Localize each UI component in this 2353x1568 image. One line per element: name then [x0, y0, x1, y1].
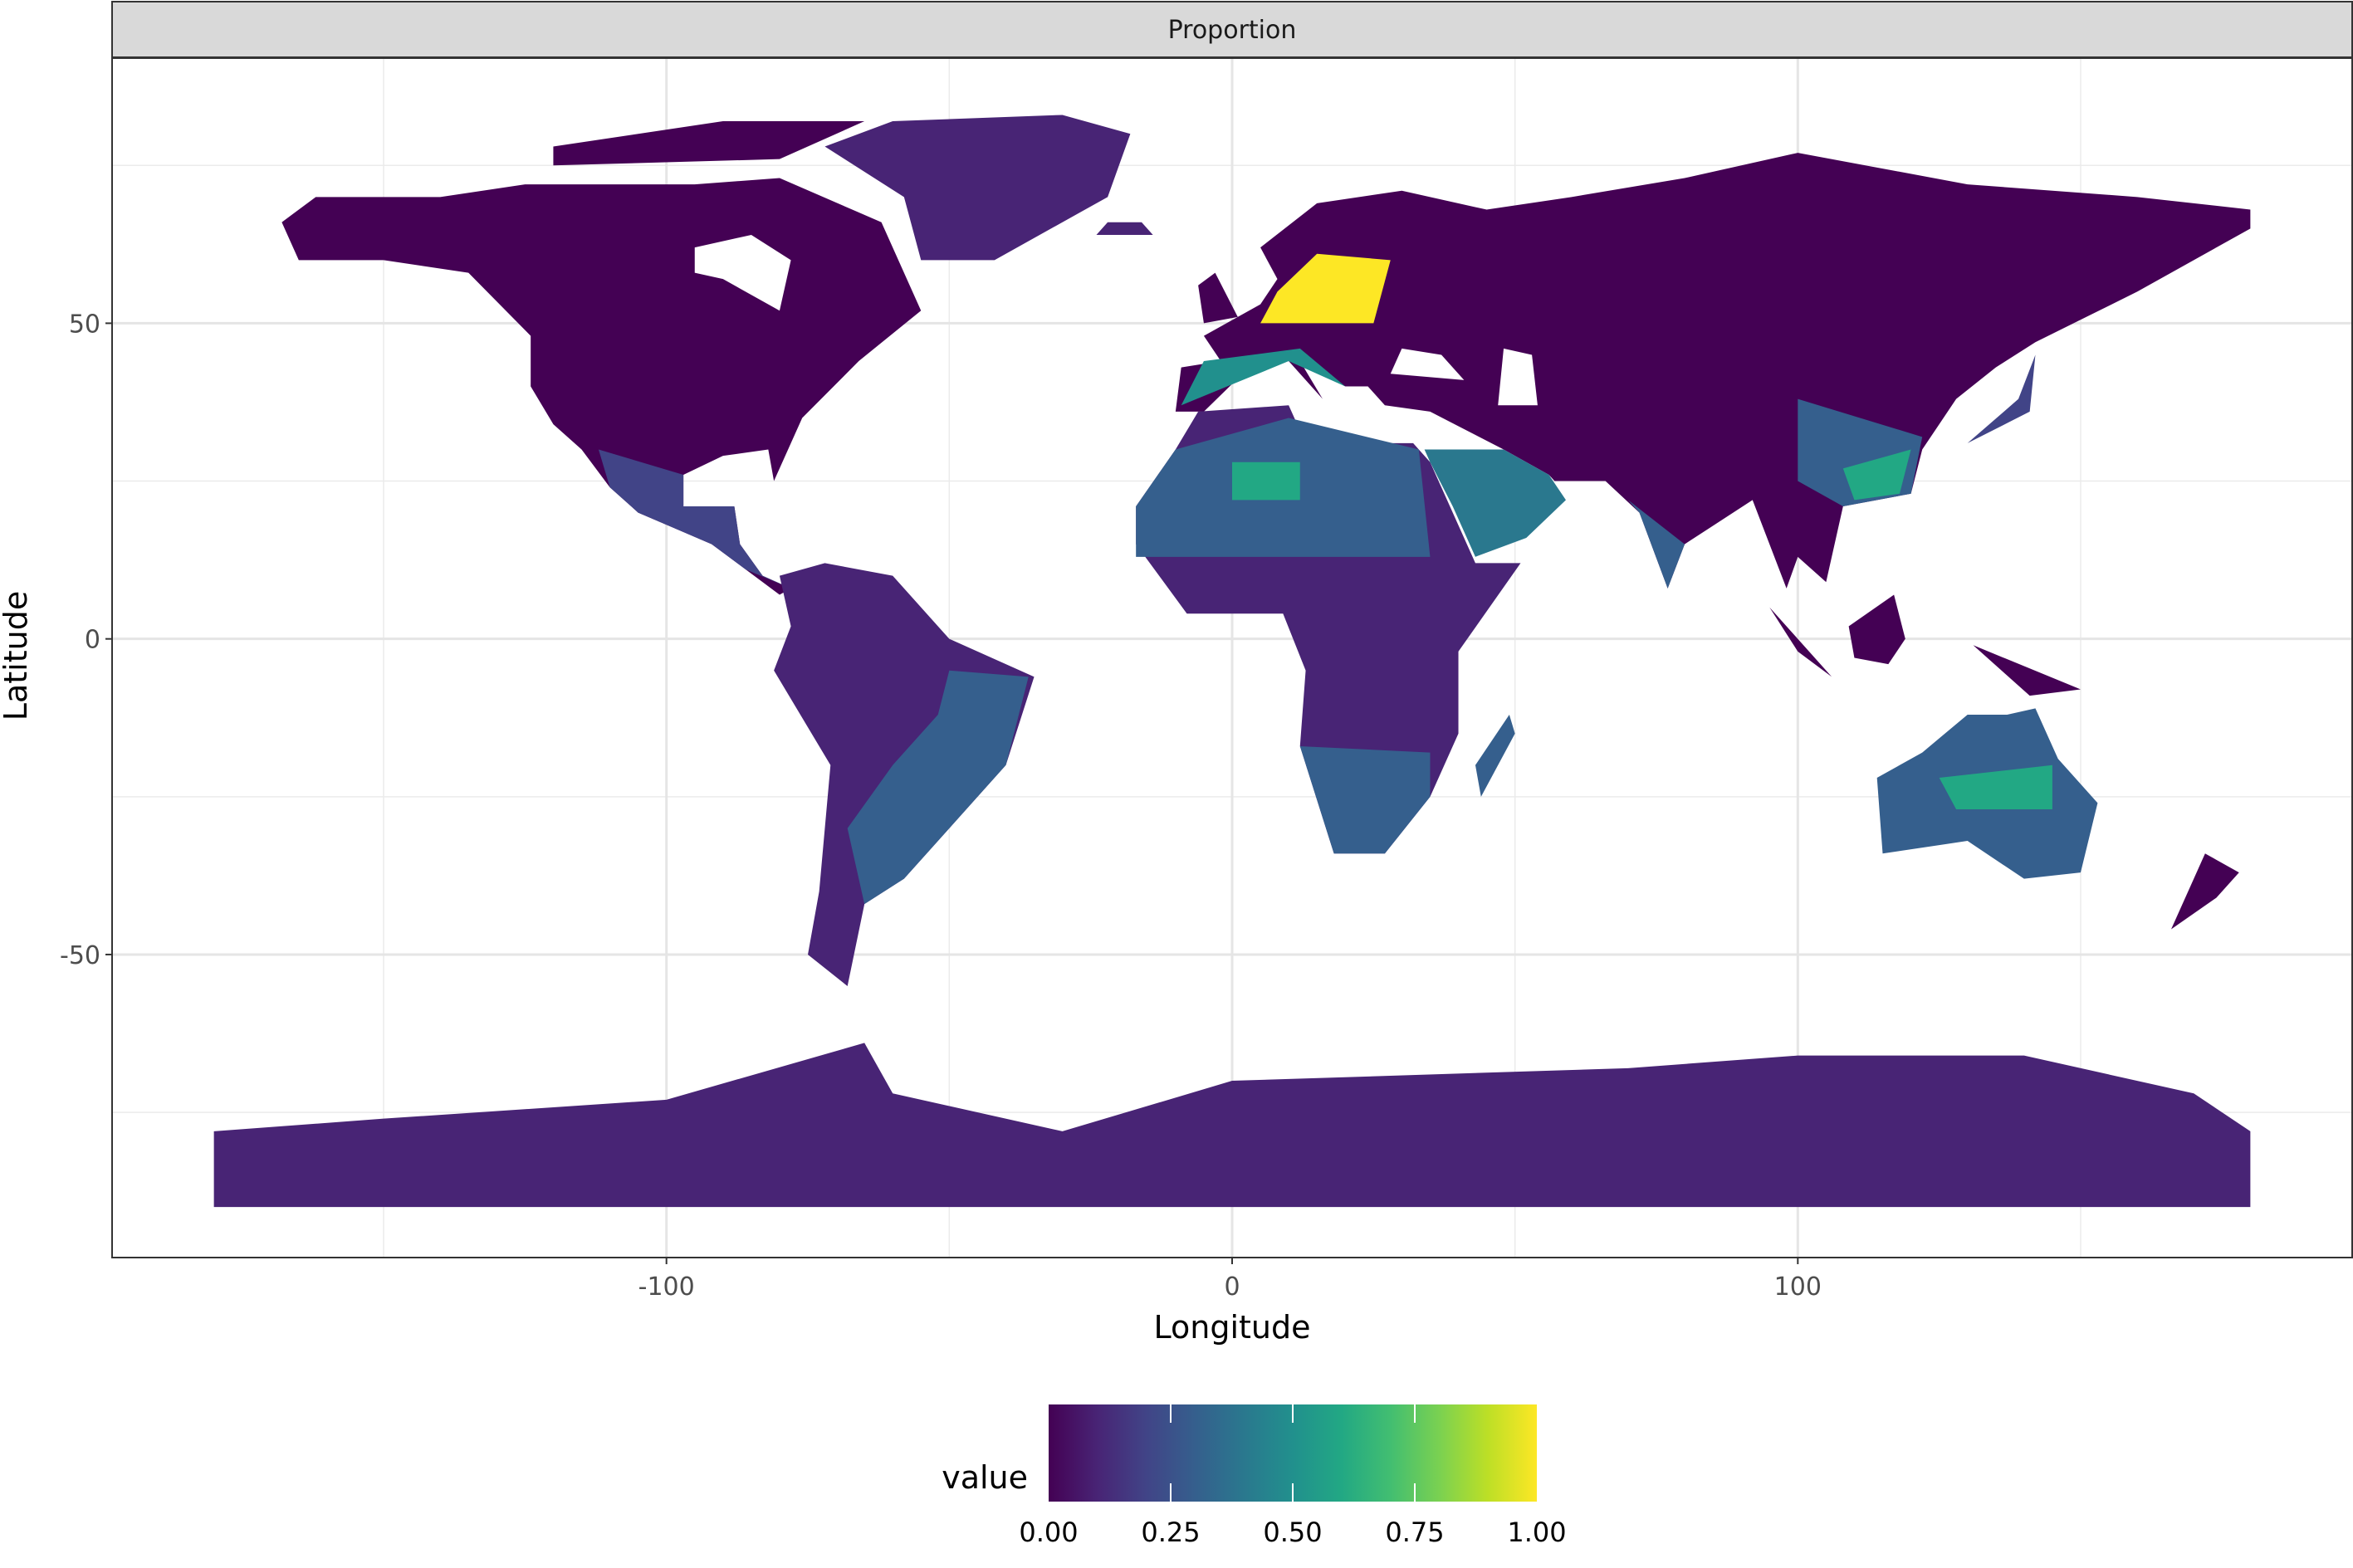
new-zealand — [2170, 853, 2239, 930]
southern-europe — [1181, 348, 1346, 406]
facet-strip — [111, 1, 2353, 58]
facet-label: Proportion — [1168, 16, 1297, 45]
y-axis: -50 0 50 — [60, 310, 112, 970]
y-tick-label: 0 — [85, 626, 100, 655]
y-tick-label: 50 — [69, 310, 100, 339]
colorbar-tick-label: 0.50 — [1263, 1517, 1322, 1548]
greenland — [824, 115, 1131, 261]
europe-high — [1260, 253, 1391, 324]
x-axis-title: Longitude — [1154, 1309, 1311, 1346]
land-raster — [213, 115, 2251, 1208]
great-britain — [1198, 272, 1238, 324]
borneo — [1848, 594, 1905, 665]
caspian-sea — [1498, 348, 1538, 406]
central-america — [598, 449, 791, 589]
x-tick-label: 0 — [1224, 1272, 1240, 1302]
hudson-bay — [694, 234, 791, 311]
arabia — [1424, 449, 1566, 557]
antarctica — [213, 1043, 2251, 1208]
black-sea — [1390, 348, 1465, 380]
india — [1627, 500, 1685, 589]
iceland — [1096, 222, 1153, 235]
new-guinea — [1973, 645, 2081, 696]
colorbar-legend: value 0.00 0.25 0.50 0.75 1.00 — [942, 1404, 1567, 1548]
south-america-east — [847, 670, 1029, 905]
colorbar-tick-label: 0.25 — [1141, 1517, 1200, 1548]
arctic-islands — [553, 121, 865, 166]
colorbar-tick-label: 0.00 — [1019, 1517, 1078, 1548]
japan — [1967, 354, 2036, 443]
sahara-patch — [1232, 462, 1300, 501]
y-axis-title: Latitude — [0, 591, 34, 720]
x-tick-label: 100 — [1774, 1272, 1822, 1302]
australia-patch — [1939, 764, 2052, 810]
eurasia — [1175, 153, 2251, 589]
colorbar-tick-label: 1.00 — [1507, 1517, 1566, 1548]
south-china-patch — [1842, 449, 1911, 501]
y-tick-label: -50 — [60, 941, 100, 970]
sumatra — [1769, 607, 1832, 677]
colorbar-tick-label: 0.75 — [1385, 1517, 1444, 1548]
southern-africa — [1299, 745, 1431, 854]
legend-title: value — [942, 1459, 1028, 1496]
x-axis: -100 0 100 — [638, 1258, 1822, 1302]
x-tick-label: -100 — [638, 1272, 695, 1302]
madagascar — [1475, 714, 1515, 797]
